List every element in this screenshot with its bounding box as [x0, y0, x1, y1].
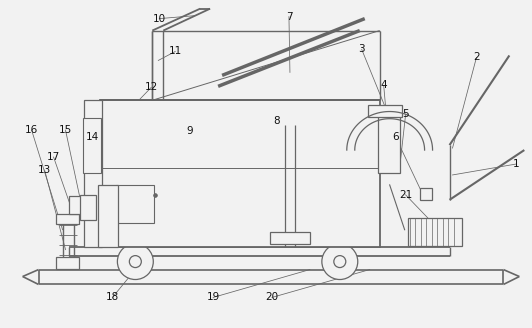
Bar	[80, 195, 96, 220]
Text: 21: 21	[399, 190, 412, 200]
Bar	[378, 108, 400, 173]
Bar	[270, 232, 310, 244]
Text: 7: 7	[286, 11, 292, 22]
Text: 10: 10	[153, 14, 166, 24]
Circle shape	[118, 244, 153, 279]
Text: 19: 19	[206, 293, 220, 302]
Bar	[85, 100, 103, 247]
Text: 14: 14	[86, 132, 99, 142]
Bar	[408, 218, 462, 246]
Text: 13: 13	[38, 165, 51, 175]
Bar	[117, 185, 154, 223]
Bar	[69, 196, 88, 214]
Text: 17: 17	[47, 152, 60, 162]
Circle shape	[322, 244, 358, 279]
Bar	[420, 188, 431, 200]
Text: 4: 4	[380, 80, 387, 90]
Text: 1: 1	[513, 159, 520, 169]
Bar	[98, 185, 119, 247]
Bar	[55, 214, 79, 224]
Text: 16: 16	[25, 125, 38, 135]
Text: 2: 2	[473, 52, 480, 62]
Text: 18: 18	[106, 293, 119, 302]
Text: 3: 3	[359, 45, 365, 54]
Bar	[101, 100, 380, 247]
Text: 5: 5	[402, 109, 409, 119]
Bar	[84, 118, 102, 173]
Text: 9: 9	[186, 126, 193, 136]
Text: 8: 8	[273, 116, 280, 126]
Text: 15: 15	[59, 125, 72, 135]
Text: 6: 6	[392, 132, 399, 142]
Text: 20: 20	[265, 293, 279, 302]
Bar	[55, 256, 79, 269]
Text: 11: 11	[169, 47, 182, 56]
Bar	[368, 105, 402, 117]
Text: 12: 12	[145, 82, 158, 92]
